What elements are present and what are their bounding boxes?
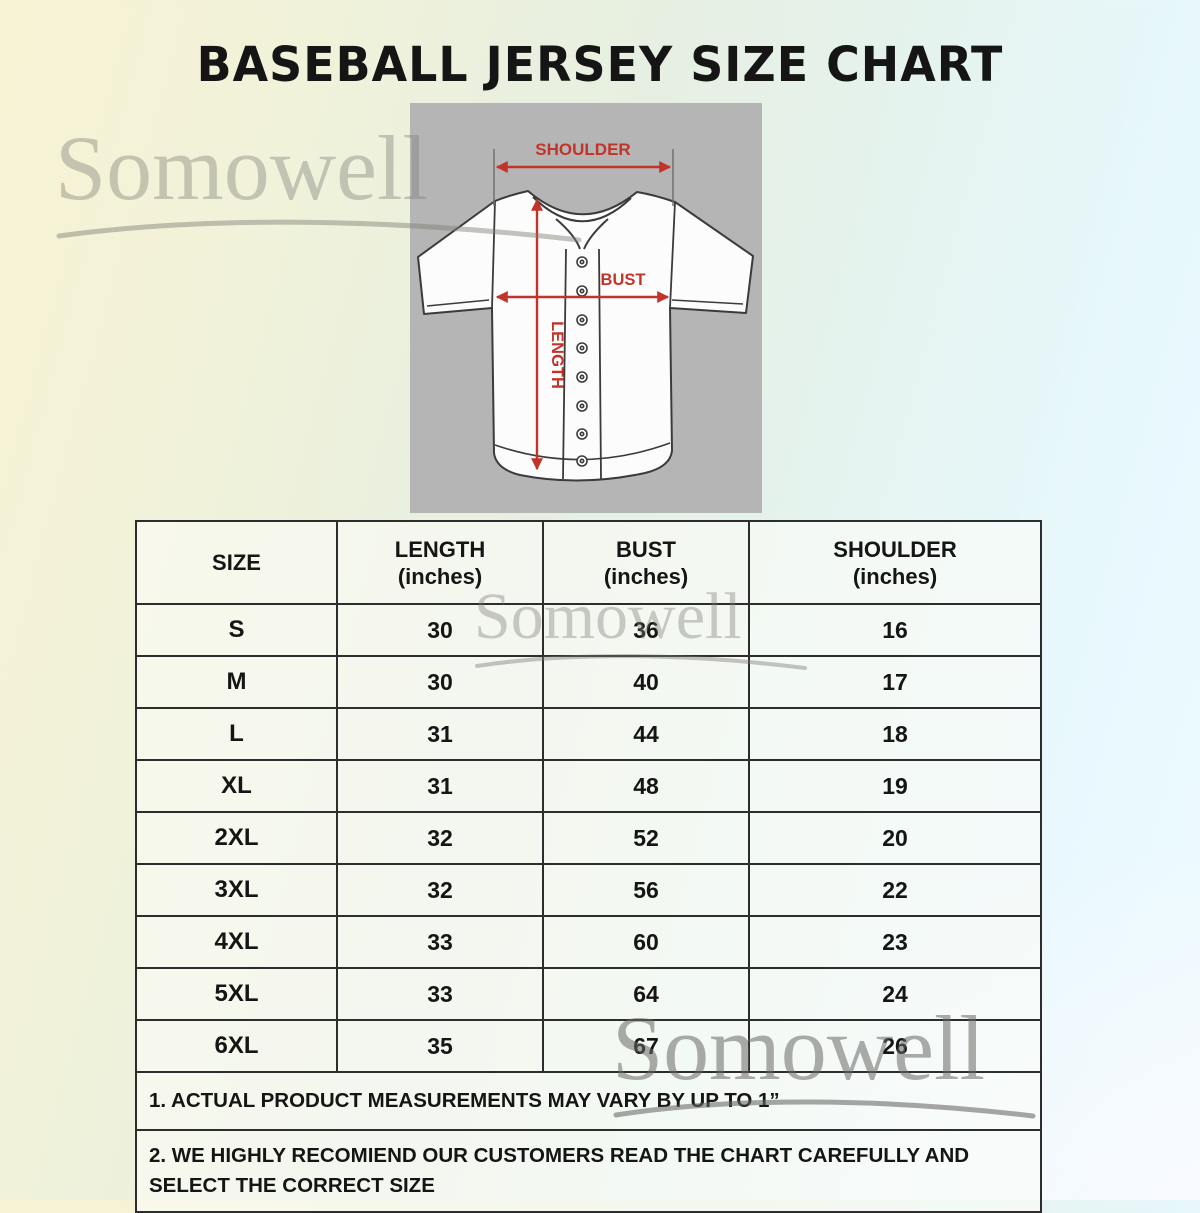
length-cell: 30 (336, 655, 544, 709)
note-row: 2. WE HIGHLY RECOMIEND OUR CUSTOMERS REA… (135, 1129, 1042, 1213)
column-header-shoulder: SHOULDER (inches) (748, 520, 1042, 605)
size-cell: M (135, 655, 338, 709)
shoulder-cell: 24 (748, 967, 1042, 1021)
shoulder-measure: SHOULDER (493, 140, 674, 206)
shoulder-cell: 16 (748, 603, 1042, 657)
header-row: SIZE LENGTH (inches) BUST (inches) SHOULDE… (135, 520, 1042, 605)
bust-cell: 56 (542, 863, 750, 917)
size-cell: 6XL (135, 1019, 338, 1073)
shoulder-cell: 20 (748, 811, 1042, 865)
table-row: 5XL 33 64 24 (135, 967, 1042, 1021)
length-cell: 33 (336, 967, 544, 1021)
column-header-size: SIZE (135, 520, 338, 605)
size-cell: 5XL (135, 967, 338, 1021)
bust-cell: 48 (542, 759, 750, 813)
table-row: 3XL 32 56 22 (135, 863, 1042, 917)
shoulder-cell: 23 (748, 915, 1042, 969)
shoulder-cell: 19 (748, 759, 1042, 813)
table-row: 4XL 33 60 23 (135, 915, 1042, 969)
shoulder-cell: 22 (748, 863, 1042, 917)
jersey-buttons (576, 256, 588, 467)
size-table: SIZE LENGTH (inches) BUST (inches) SHOULDE… (135, 520, 1042, 1213)
length-cell: 33 (336, 915, 544, 969)
size-cell: L (135, 707, 338, 761)
table-row: L 31 44 18 (135, 707, 1042, 761)
table-row: 2XL 32 52 20 (135, 811, 1042, 865)
bust-cell: 64 (542, 967, 750, 1021)
bust-cell: 67 (542, 1019, 750, 1073)
length-cell: 35 (336, 1019, 544, 1073)
jersey-diagram-panel: SHOULDER BUST LENGTH (410, 103, 762, 513)
shoulder-cell: 26 (748, 1019, 1042, 1073)
bust-cell: 36 (542, 603, 750, 657)
note-2: 2. WE HIGHLY RECOMIEND OUR CUSTOMERS REA… (135, 1129, 1042, 1213)
shoulder-label: SHOULDER (535, 140, 630, 159)
bust-cell: 44 (542, 707, 750, 761)
table-row: M 30 40 17 (135, 655, 1042, 709)
bust-measure: BUST (495, 271, 670, 303)
length-measure: LENGTH (531, 198, 566, 471)
bust-label: BUST (601, 271, 646, 289)
length-label: LENGTH (548, 321, 566, 389)
size-cell: S (135, 603, 338, 657)
length-cell: 32 (336, 811, 544, 865)
jersey-outline (417, 190, 754, 482)
column-header-length: LENGTH (inches) (336, 520, 544, 605)
table-row: 6XL 35 67 26 (135, 1019, 1042, 1073)
bust-cell: 60 (542, 915, 750, 969)
size-cell: 3XL (135, 863, 338, 917)
shoulder-cell: 18 (748, 707, 1042, 761)
size-cell: 2XL (135, 811, 338, 865)
bust-cell: 40 (542, 655, 750, 709)
table-row: XL 31 48 19 (135, 759, 1042, 813)
note-row: 1. ACTUAL PRODUCT MEASUREMENTS MAY VARY … (135, 1071, 1042, 1131)
length-cell: 31 (336, 759, 544, 813)
jersey-diagram: SHOULDER BUST LENGTH (417, 140, 754, 482)
size-cell: XL (135, 759, 338, 813)
length-cell: 30 (336, 603, 544, 657)
table-row: S 30 36 16 (135, 603, 1042, 657)
column-header-bust: BUST (inches) (542, 520, 750, 605)
bust-cell: 52 (542, 811, 750, 865)
length-cell: 31 (336, 707, 544, 761)
page-title: BASEBALL JERSEY SIZE CHART (196, 36, 1004, 93)
shoulder-cell: 17 (748, 655, 1042, 709)
length-cell: 32 (336, 863, 544, 917)
note-1: 1. ACTUAL PRODUCT MEASUREMENTS MAY VARY … (135, 1071, 1042, 1131)
size-cell: 4XL (135, 915, 338, 969)
